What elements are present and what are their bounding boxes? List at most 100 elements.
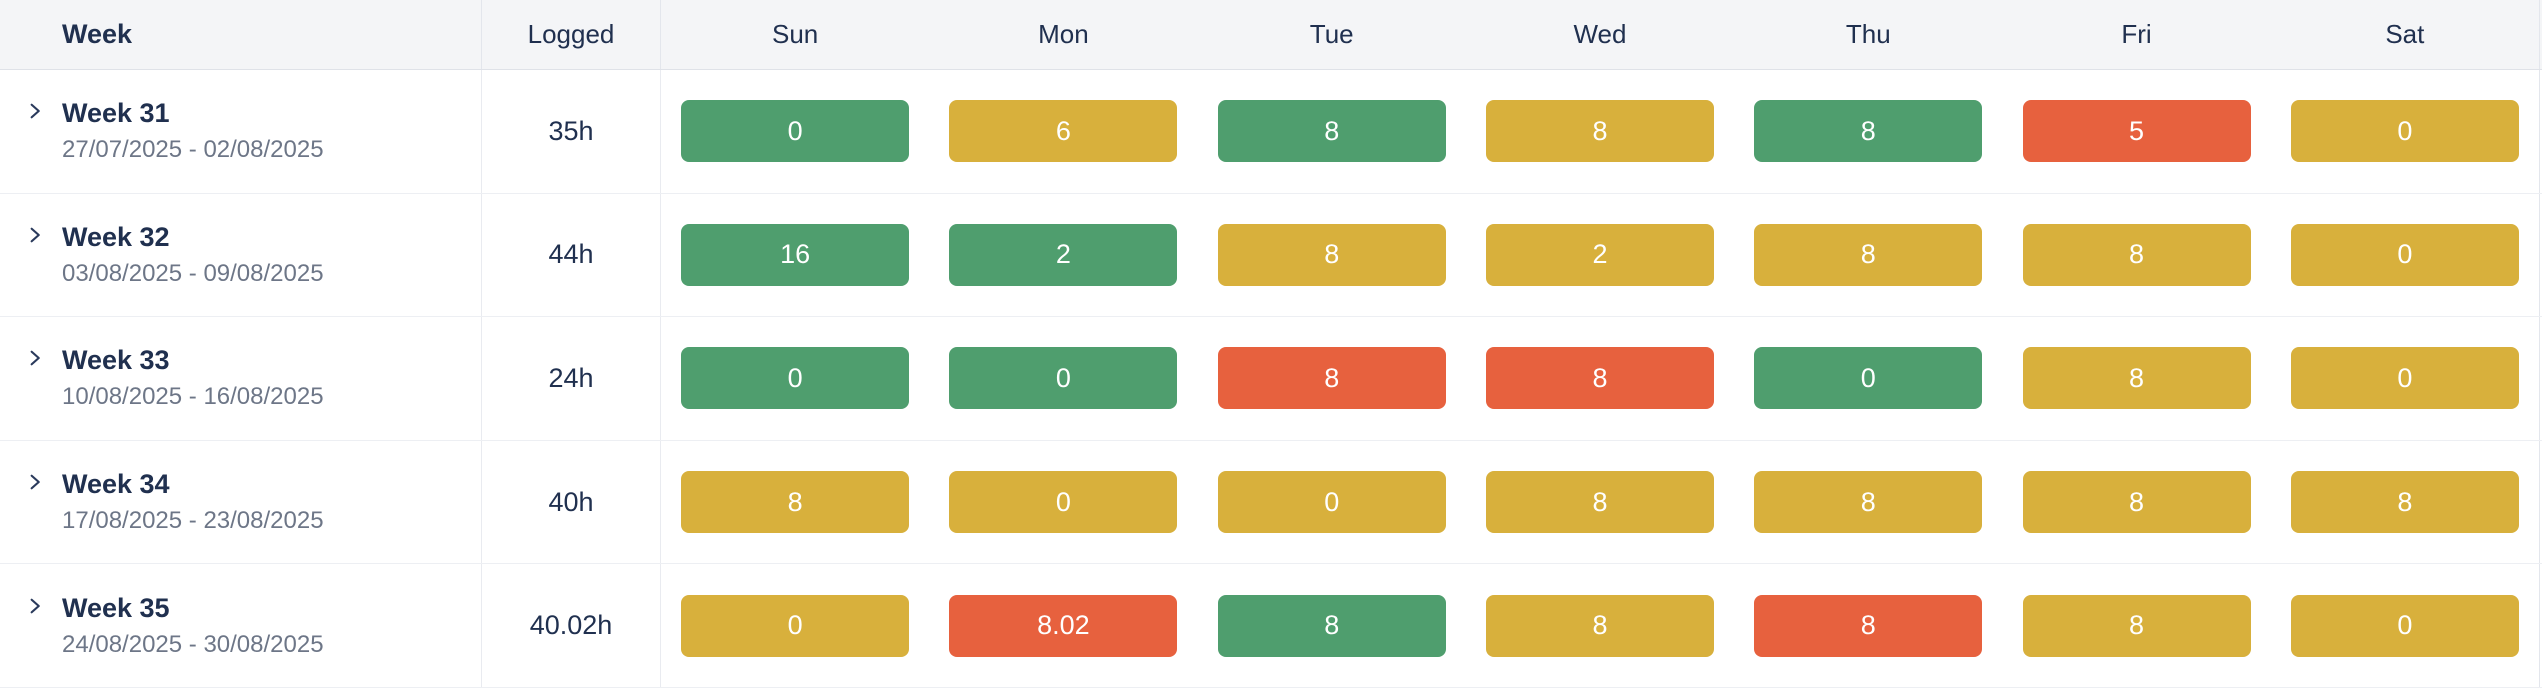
hours-badge-yellow[interactable]: 8 [2022, 347, 2251, 410]
hours-badge-green[interactable]: 8 [1217, 100, 1446, 163]
day-cell: 8 [1734, 70, 2002, 193]
hours-badge-yellow[interactable]: 8 [1485, 594, 1714, 657]
table-right-edge [2538, 440, 2542, 564]
day-cell: 0 [929, 441, 1197, 564]
hours-badge-green[interactable]: 0 [949, 347, 1178, 410]
logged-cell: 44h [481, 193, 661, 317]
hours-badge-green[interactable]: 8 [1754, 100, 1983, 163]
chevron-right-icon[interactable] [22, 221, 48, 249]
week-date-range: 17/08/2025 - 23/08/2025 [62, 507, 324, 535]
day-cell: 0 [2271, 564, 2539, 687]
logged-cell: 40.02h [481, 564, 661, 687]
day-cell: 2 [1466, 194, 1734, 317]
chevron-right-icon[interactable] [22, 592, 48, 620]
day-cell: 0 [2271, 194, 2539, 317]
hours-badge-green[interactable]: 0 [681, 100, 910, 163]
hours-badge-yellow[interactable]: 0 [2290, 347, 2519, 410]
hours-badge-yellow[interactable]: 0 [2290, 594, 2519, 657]
day-cell: 8 [1198, 70, 1466, 193]
hours-badge-yellow[interactable]: 0 [2290, 100, 2519, 163]
hours-badge-green[interactable]: 16 [681, 223, 910, 286]
day-cell: 8.02 [929, 564, 1197, 687]
day-cell: 8 [1198, 564, 1466, 687]
day-cell: 16 [661, 194, 929, 317]
hours-badge-green[interactable]: 2 [949, 223, 1178, 286]
day-cell: 8 [1198, 194, 1466, 317]
day-cell: 8 [2271, 441, 2539, 564]
hours-badge-yellow[interactable]: 0 [1217, 471, 1446, 534]
week-date-range: 10/08/2025 - 16/08/2025 [62, 383, 324, 411]
hours-badge-yellow[interactable]: 8 [1485, 471, 1714, 534]
column-header-sat: Sat [2385, 19, 2425, 49]
hours-badge-green[interactable]: 0 [681, 347, 910, 410]
day-cell: 8 [1734, 441, 2002, 564]
hours-badge-yellow[interactable]: 8 [1485, 100, 1714, 163]
hours-badge-green[interactable]: 8 [1217, 594, 1446, 657]
day-cell: 8 [661, 441, 929, 564]
logged-hours: 35h [548, 115, 594, 146]
column-header-wed: Wed [1573, 19, 1627, 49]
week-cell: Week 35 24/08/2025 - 30/08/2025 [0, 564, 481, 687]
hours-badge-yellow[interactable]: 8 [2022, 471, 2251, 534]
hours-badge-yellow[interactable]: 8 [2022, 594, 2251, 657]
day-cell: 0 [661, 317, 929, 440]
week-title: Week 34 [62, 469, 170, 500]
day-cell: 0 [661, 564, 929, 687]
week-row: Week 35 24/08/2025 - 30/08/2025 40.02h 0… [0, 564, 2542, 688]
day-cell: 8 [1466, 564, 1734, 687]
column-header-mon: Mon [1038, 19, 1089, 49]
week-title: Week 35 [62, 592, 170, 623]
day-cell: 8 [2002, 194, 2270, 317]
day-cell: 8 [2002, 564, 2270, 687]
day-cell: 0 [661, 70, 929, 193]
chevron-right-icon[interactable] [22, 468, 48, 496]
hours-badge-yellow[interactable]: 0 [2290, 223, 2519, 286]
logged-hours: 44h [548, 239, 594, 270]
week-date-range: 24/08/2025 - 30/08/2025 [62, 630, 324, 658]
day-cell: 8 [1734, 194, 2002, 317]
week-cell: Week 31 27/07/2025 - 02/08/2025 [0, 70, 481, 193]
table-right-edge [2538, 564, 2542, 687]
week-date-range: 03/08/2025 - 09/08/2025 [62, 259, 324, 287]
chevron-right-icon[interactable] [22, 97, 48, 125]
day-cell: 0 [1198, 441, 1466, 564]
hours-badge-yellow[interactable]: 6 [949, 100, 1178, 163]
hours-badge-red[interactable]: 5 [2022, 100, 2251, 163]
table-right-edge [2538, 317, 2542, 440]
week-cell: Week 33 10/08/2025 - 16/08/2025 [0, 317, 481, 440]
hours-badge-yellow[interactable]: 8 [2290, 471, 2519, 534]
hours-badge-yellow[interactable]: 8 [1754, 471, 1983, 534]
chevron-right-icon[interactable] [22, 344, 48, 372]
hours-badge-red[interactable]: 8 [1217, 347, 1446, 410]
column-header-week: Week [62, 19, 133, 49]
week-title: Week 33 [62, 345, 170, 376]
table-header-row: Week Logged Sun Mon Tue Wed Thu Fri Sat [0, 0, 2542, 70]
hours-badge-red[interactable]: 8 [1754, 594, 1983, 657]
hours-badge-red[interactable]: 8 [1485, 347, 1714, 410]
hours-badge-yellow[interactable]: 8 [681, 471, 910, 534]
hours-badge-yellow[interactable]: 8 [1754, 223, 1983, 286]
day-cell: 0 [929, 317, 1197, 440]
column-header-sun: Sun [772, 19, 819, 49]
hours-badge-yellow[interactable]: 2 [1485, 223, 1714, 286]
day-cell: 8 [1198, 317, 1466, 440]
hours-badge-green[interactable]: 0 [1754, 347, 1983, 410]
day-cell: 8 [2002, 441, 2270, 564]
table-right-edge [2538, 70, 2542, 193]
week-title: Week 32 [62, 221, 170, 252]
hours-badge-yellow[interactable]: 8 [2022, 223, 2251, 286]
column-header-fri: Fri [2121, 19, 2152, 49]
day-cell: 8 [1466, 441, 1734, 564]
day-cell: 5 [2002, 70, 2270, 193]
day-cell: 0 [1734, 317, 2002, 440]
day-cell: 0 [2271, 317, 2539, 440]
hours-badge-red[interactable]: 8.02 [949, 594, 1178, 657]
table-right-edge [2538, 0, 2542, 69]
hours-badge-yellow[interactable]: 0 [949, 471, 1178, 534]
hours-badge-yellow[interactable]: 0 [681, 594, 910, 657]
hours-badge-yellow[interactable]: 8 [1217, 223, 1446, 286]
logged-cell: 40h [481, 440, 661, 564]
